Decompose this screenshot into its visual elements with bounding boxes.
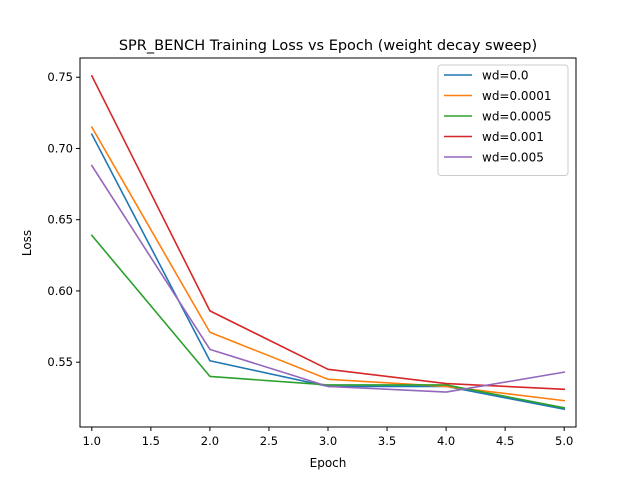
y-tick-label: 0.75 [47, 70, 73, 84]
y-tick-label: 0.65 [47, 213, 73, 227]
x-tick-label: 4.5 [496, 434, 514, 448]
x-tick-label: 2.5 [260, 434, 278, 448]
plot-area [90, 74, 566, 411]
x-tick-label: 1.0 [83, 434, 101, 448]
y-axis-ticks: 0.55 0.60 0.65 0.70 0.75 [47, 70, 80, 369]
y-tick-label: 0.60 [47, 284, 73, 298]
series-line-1 [90, 126, 566, 402]
legend-label: wd=0.0001 [482, 89, 551, 103]
legend-label: wd=0.005 [482, 151, 544, 165]
legend-label: wd=0.0005 [482, 110, 551, 124]
x-tick-label: 2.0 [201, 434, 219, 448]
y-axis-label: Loss [20, 230, 34, 256]
x-tick-label: 5.0 [555, 434, 573, 448]
x-tick-label: 4.0 [437, 434, 455, 448]
y-tick-label: 0.70 [47, 141, 73, 155]
legend: wd=0.0 wd=0.0001 wd=0.0005 wd=0.001 wd=0.005 [437, 64, 569, 176]
x-tick-label: 3.0 [319, 434, 337, 448]
x-axis-label: Epoch [310, 456, 347, 470]
y-tick-label: 0.55 [47, 355, 73, 369]
legend-label: wd=0.0 [482, 69, 529, 83]
series-line-2 [90, 234, 566, 409]
x-axis-ticks: 1.0 1.5 2.0 2.5 3.0 3.5 4.0 4.5 5.0 [83, 427, 573, 448]
x-tick-label: 3.5 [378, 434, 396, 448]
x-tick-label: 1.5 [142, 434, 160, 448]
legend-box [437, 64, 569, 176]
series-line-4 [90, 164, 566, 393]
chart-title: SPR_BENCH Training Loss vs Epoch (weight… [119, 38, 537, 54]
legend-label: wd=0.001 [482, 130, 544, 144]
